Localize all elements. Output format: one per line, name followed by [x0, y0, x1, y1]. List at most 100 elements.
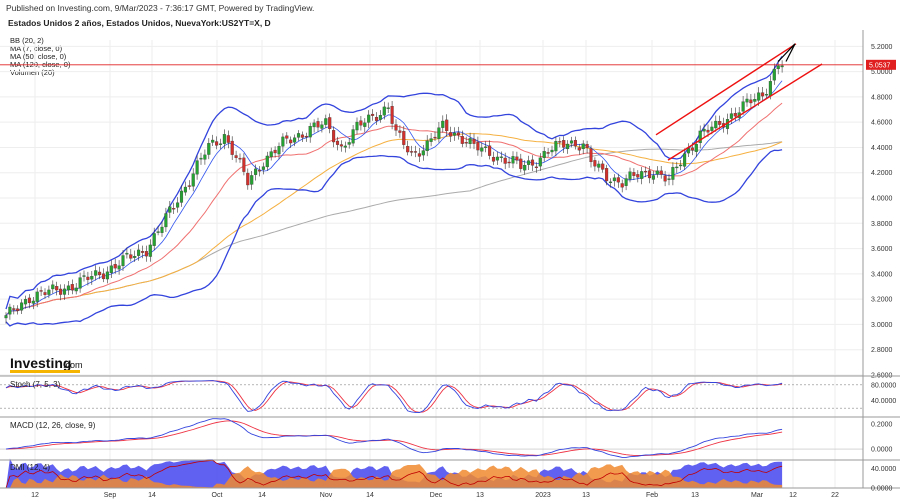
candle	[718, 121, 722, 125]
y-tick-label: 3.4000	[871, 271, 893, 278]
macd-line	[5, 418, 783, 458]
candle	[70, 284, 74, 291]
chart-title: Estados Unidos 2 años, Estados Unidos, N…	[8, 18, 271, 28]
candle	[511, 156, 515, 164]
candle	[355, 121, 359, 131]
candle	[343, 145, 347, 148]
candle	[78, 277, 82, 289]
grid	[0, 40, 863, 488]
candle	[203, 154, 207, 160]
price-pane[interactable]	[0, 43, 863, 327]
candle	[764, 94, 769, 96]
candle	[105, 271, 109, 280]
indicator-bb[interactable]: BB (20, 2)	[10, 36, 44, 45]
indicator-volume[interactable]: Volumen (20)	[10, 68, 55, 77]
candle	[304, 135, 308, 138]
candle	[74, 287, 78, 292]
x-tick-label: 14	[148, 492, 156, 499]
candle	[269, 151, 273, 158]
indicator-ma7[interactable]: MA (7, close, 0)	[10, 44, 63, 53]
candle	[215, 141, 219, 146]
x-tick-label: 12	[31, 492, 39, 499]
stoch-tick-label: 80.0000	[871, 382, 896, 389]
candle	[429, 138, 433, 142]
dmi-title: DMI (12, 4)	[10, 463, 50, 472]
candle	[242, 157, 246, 172]
x-tick-label: Nov	[320, 492, 333, 499]
candle	[694, 143, 698, 152]
last-price-label: 5.0537	[869, 62, 891, 69]
candle	[51, 284, 55, 290]
candle	[527, 160, 531, 165]
candle	[238, 157, 242, 160]
candle	[55, 286, 59, 291]
logo-suffix: .com	[63, 360, 83, 370]
candle	[651, 175, 655, 180]
candle	[82, 275, 86, 277]
candle	[601, 163, 605, 170]
candle	[277, 146, 281, 155]
candle	[265, 155, 269, 168]
candle	[757, 92, 761, 101]
candle	[199, 157, 203, 160]
candle	[647, 170, 652, 179]
dmi-pane[interactable]: DMI (12, 4)	[5, 458, 783, 489]
indicator-ma50[interactable]: MA (50, close, 0)	[10, 52, 67, 61]
candle	[234, 155, 238, 158]
candle	[749, 99, 753, 104]
published-caption: Published on Investing.com, 9/Mar/2023 -…	[6, 3, 315, 13]
candle	[698, 130, 702, 144]
candle	[523, 164, 527, 171]
projection-arrow	[777, 43, 796, 62]
candle	[359, 120, 363, 126]
candle	[495, 156, 499, 161]
candle	[675, 166, 679, 169]
candle	[218, 143, 223, 145]
candle	[382, 106, 386, 116]
candle	[577, 147, 581, 151]
stoch-pane[interactable]: Stoch (7, 5, 3)	[0, 380, 863, 413]
candle	[476, 141, 480, 151]
candle	[597, 163, 601, 168]
candle	[164, 213, 168, 228]
y-tick-label: 4.4000	[871, 145, 893, 152]
logo-underline	[10, 370, 80, 373]
candle	[620, 183, 624, 188]
candle	[176, 202, 180, 208]
candle	[4, 315, 8, 319]
candle	[460, 136, 464, 144]
dmi-minus-area	[6, 464, 783, 488]
candle	[296, 133, 301, 138]
x-tick-label: 13	[476, 492, 484, 499]
candle	[441, 120, 445, 128]
candle	[628, 171, 632, 180]
candle	[367, 114, 371, 123]
candle	[671, 167, 675, 180]
candle	[129, 254, 133, 259]
candle	[558, 141, 562, 143]
candle	[371, 113, 375, 116]
candle	[706, 129, 710, 133]
candle	[332, 130, 336, 143]
x-tick-label: Dec	[430, 492, 443, 499]
candle	[690, 147, 694, 151]
candle	[390, 106, 394, 124]
candle	[113, 264, 117, 269]
x-tick-label: 14	[366, 492, 374, 499]
candle	[207, 143, 211, 155]
macd-pane[interactable]: MACD (12, 26, close, 9)	[0, 418, 863, 458]
ma7-line	[5, 80, 783, 316]
candle	[468, 138, 472, 145]
candle	[62, 288, 67, 295]
candle	[43, 292, 47, 295]
macd-title: MACD (12, 26, close, 9)	[10, 421, 96, 430]
candle	[273, 149, 277, 154]
candle	[172, 208, 176, 210]
candle	[137, 249, 141, 256]
candle	[230, 140, 234, 155]
candle	[179, 190, 184, 203]
candle	[59, 288, 63, 295]
candle	[183, 186, 187, 193]
bb-basis-line	[5, 102, 783, 316]
